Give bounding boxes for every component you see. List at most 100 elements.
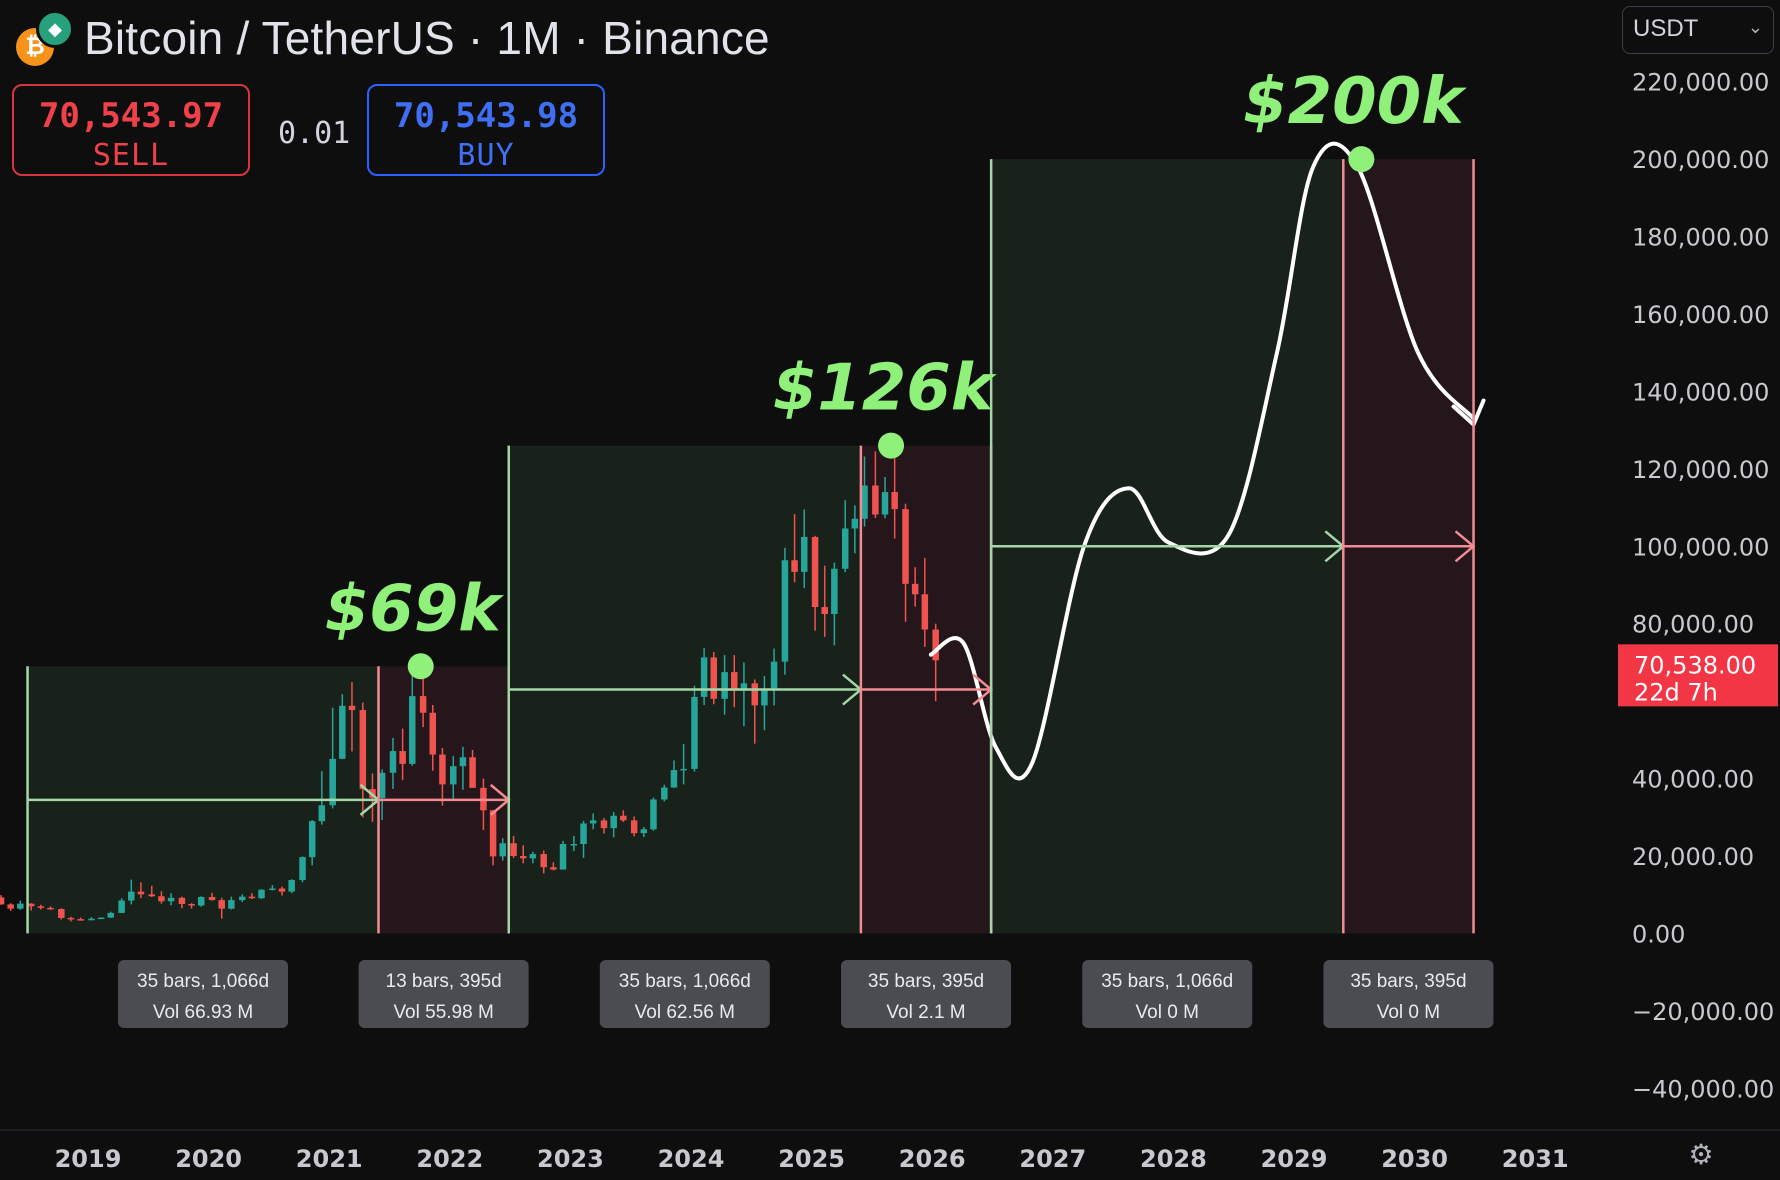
x-tick-label: 2024 <box>658 1145 725 1173</box>
candle-body <box>630 820 638 834</box>
peak-label-2: $200k <box>1243 65 1467 139</box>
candle-body <box>0 897 5 905</box>
candle-body <box>710 657 718 699</box>
y-tick-label: −40,000.00 <box>1632 1075 1774 1103</box>
candle-body <box>811 536 819 608</box>
candle-body <box>58 909 65 918</box>
range-stats-volume: Vol 55.98 M <box>393 1002 493 1023</box>
x-tick-label: 2019 <box>55 1145 122 1173</box>
candle-body <box>67 917 75 920</box>
peak-marker-2 <box>1348 146 1375 173</box>
candle-body <box>550 867 557 870</box>
candle-body <box>389 751 397 773</box>
candle-body <box>700 657 708 697</box>
y-tick-label: 100,000.00 <box>1632 533 1769 561</box>
peak-label-0: $69k <box>325 572 505 646</box>
x-tick-label: 2022 <box>416 1145 483 1173</box>
candle-body <box>510 843 517 856</box>
candle-body <box>751 683 759 706</box>
peak-label-1: $126k <box>773 352 997 426</box>
candle-body <box>559 843 567 870</box>
candle-body <box>872 485 879 515</box>
range-stats-volume: Vol 66.93 M <box>153 1002 253 1023</box>
range-stats-box <box>599 960 770 1028</box>
range-stats-bars: 35 bars, 1,066d <box>137 971 269 992</box>
sell-label: SELL <box>92 138 170 173</box>
buy-button[interactable]: 70,543.98 BUY <box>367 84 605 176</box>
buy-label: BUY <box>457 138 515 173</box>
candle-body <box>519 856 527 859</box>
candle-body <box>128 891 135 901</box>
range-stats-bars: 35 bars, 395d <box>868 971 984 992</box>
candle-body <box>781 560 789 662</box>
candle-body <box>208 897 216 901</box>
candle-body <box>148 894 156 897</box>
candle-body <box>429 712 437 755</box>
currency-select[interactable]: USDT ⌄ <box>1622 6 1774 54</box>
y-tick-label: 0.00 <box>1632 920 1685 948</box>
candle-body <box>299 857 306 881</box>
candle-body <box>821 607 828 615</box>
chevron-down-icon: ⌄ <box>1747 17 1763 37</box>
candle-body <box>228 900 235 909</box>
x-tick-label: 2030 <box>1381 1145 1448 1173</box>
candle-body <box>288 880 295 892</box>
candle-body <box>88 918 95 921</box>
candle-body <box>841 528 849 569</box>
candle-body <box>419 696 427 713</box>
x-tick-label: 2028 <box>1140 1145 1207 1173</box>
candle-body <box>499 843 506 857</box>
candle-body <box>197 897 205 906</box>
range-stats-volume: Vol 62.56 M <box>635 1002 735 1023</box>
y-axis: 220,000.00 200,000.00 180,000.00 160,000.00… <box>1632 69 1774 1104</box>
candle-body <box>329 758 336 806</box>
peak-marker-1 <box>878 432 905 459</box>
y-tick-label: 200,000.00 <box>1632 146 1769 174</box>
range-stats-box <box>1082 960 1253 1028</box>
candle-body <box>47 907 54 910</box>
tether-icon: ◆ <box>36 10 74 48</box>
range-stats-volume: Vol 0 M <box>1377 1002 1440 1023</box>
x-tick-label: 2021 <box>296 1145 363 1173</box>
candle-body <box>409 696 416 764</box>
candle-body <box>308 821 316 858</box>
candle-body <box>118 900 125 913</box>
candle-body <box>269 888 276 891</box>
candle-body <box>691 696 698 769</box>
y-tick-label: 160,000.00 <box>1632 301 1769 329</box>
sell-price: 70,543.97 <box>38 96 224 136</box>
settings-icon[interactable]: ⚙ <box>1688 1139 1714 1170</box>
price-tag-countdown: 22d 7h <box>1634 678 1718 706</box>
candle-body <box>921 594 929 630</box>
candle-body <box>932 629 939 661</box>
candle-body <box>740 683 748 691</box>
y-tick-label: 80,000.00 <box>1632 611 1754 639</box>
candle-body <box>359 710 367 790</box>
x-tick-label: 2031 <box>1502 1145 1569 1173</box>
price-tag-value: 70,538.00 <box>1634 651 1756 679</box>
range-stats-volume: Vol 0 M <box>1136 1002 1199 1023</box>
candle-body <box>399 751 406 764</box>
candle-body <box>7 904 14 909</box>
sell-button[interactable]: 70,543.97 SELL <box>12 84 250 176</box>
y-tick-label: 180,000.00 <box>1632 224 1769 252</box>
candle-body <box>318 805 326 822</box>
range-lines <box>26 159 1476 934</box>
peak-markers <box>407 146 1375 680</box>
symbol-title[interactable]: Bitcoin / TetherUS · 1M · Binance <box>84 12 770 64</box>
candle-body <box>439 754 446 785</box>
candle-body <box>248 896 256 899</box>
buy-price: 70,543.98 <box>393 96 579 136</box>
candle-body <box>670 770 678 788</box>
candle-body <box>620 815 627 821</box>
candle-body <box>650 799 657 830</box>
candle-body <box>610 815 617 829</box>
candle-body <box>158 896 165 902</box>
range-stats: 35 bars, 1,066d Vol 66.93 M 13 bars, 395d V… <box>118 960 1494 1028</box>
candle-body <box>378 772 386 798</box>
range-stats-bars: 13 bars, 395d <box>386 971 502 992</box>
candle-body <box>107 912 115 918</box>
price-tag-box <box>1618 644 1778 707</box>
